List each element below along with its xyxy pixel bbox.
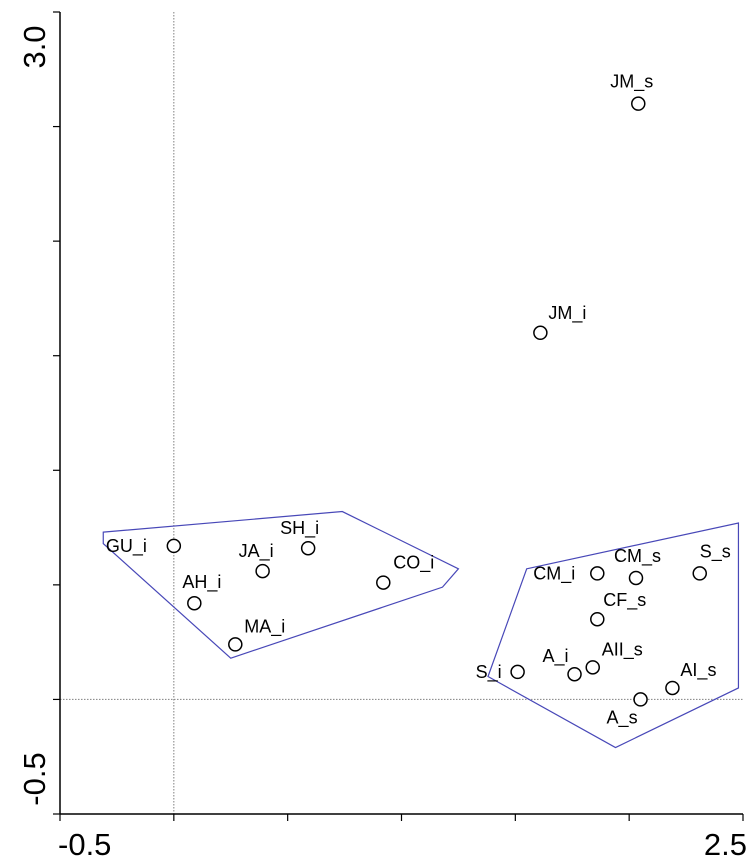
data-point: [300, 540, 316, 556]
point-label: AI_s: [680, 660, 716, 681]
point-label: JA_i: [239, 541, 274, 562]
point-label: JM_s: [610, 72, 653, 93]
point-label: AH_i: [182, 572, 221, 593]
tick-labels: -0.5 2.5 -0.5 3.0: [17, 25, 747, 860]
point-label: MA_i: [244, 616, 285, 637]
hull-polygon-2: [487, 522, 740, 749]
y-tick-label: 3.0: [17, 25, 52, 68]
data-point: [692, 566, 707, 581]
y-tick-label: -0.5: [17, 752, 52, 805]
point-label: SH_i: [280, 518, 319, 539]
convex-hulls: [102, 510, 740, 749]
point-label: GU_i: [106, 536, 147, 557]
point-label: CM_s: [614, 546, 661, 567]
data-point: [665, 680, 680, 696]
point-label: CO_i: [393, 553, 434, 574]
data-point: [590, 611, 605, 627]
data-point: [631, 96, 646, 111]
data-point: [228, 637, 243, 652]
data-point: [585, 660, 600, 675]
point-label: S_s: [700, 541, 731, 562]
x-tick-label: 2.5: [704, 827, 747, 860]
data-point: [255, 563, 270, 579]
point-label: A_s: [607, 707, 638, 728]
data-points: JM_s JM_i GU_i SH_i JA_i CO_i AH_i MA_i CM_i CM_s…: [106, 72, 731, 729]
x-tick-label: -0.5: [58, 827, 111, 860]
axis-ticks: [53, 11, 744, 821]
data-point: [567, 666, 582, 682]
hull-polygon-1: [102, 510, 460, 659]
point-label: AII_s: [602, 639, 643, 660]
point-label: S_i: [476, 662, 502, 683]
data-point: [590, 566, 605, 581]
data-point: [376, 575, 391, 590]
data-point: [628, 570, 644, 586]
data-point: [633, 692, 648, 707]
data-point: [187, 595, 202, 611]
data-point: [166, 538, 182, 554]
point-label: JM_i: [548, 303, 586, 324]
point-label: CM_i: [533, 563, 575, 584]
point-label: CF_s: [603, 590, 646, 611]
data-point: [510, 664, 525, 680]
point-label: A_i: [543, 646, 569, 667]
data-point: [533, 325, 548, 341]
